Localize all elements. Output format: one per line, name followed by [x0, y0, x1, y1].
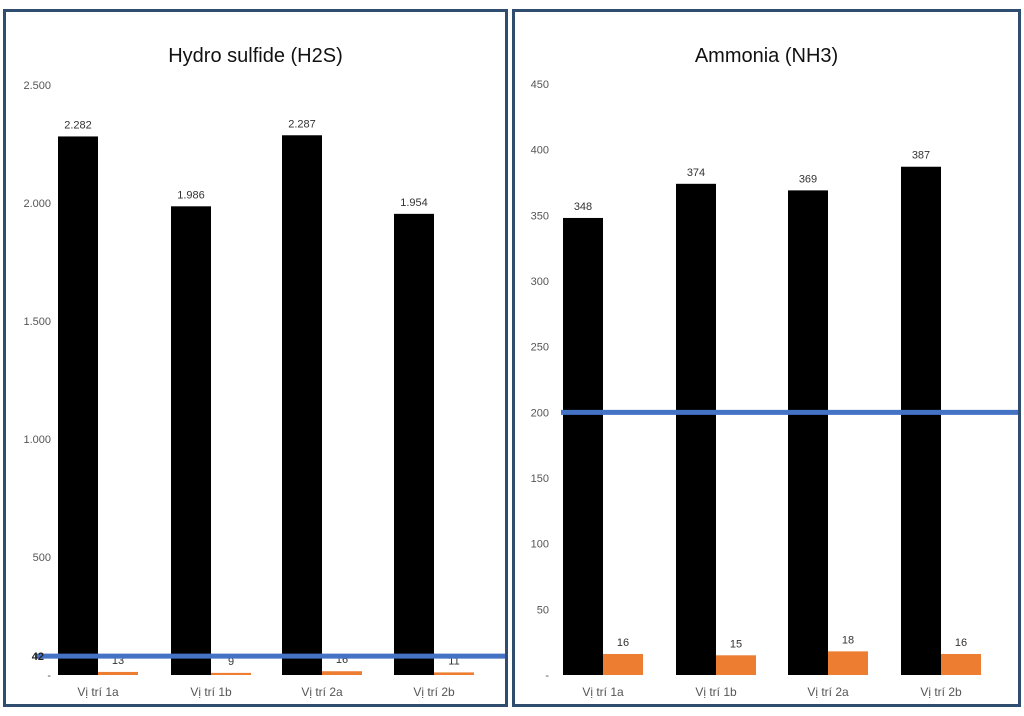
nh3-category-label: Vị trí 1a	[582, 685, 624, 699]
h2s-data-label: 2.287	[288, 118, 316, 130]
nh3-bar-series1	[788, 190, 828, 675]
h2s-bar-series2	[322, 671, 362, 675]
h2s-bar-series2	[98, 671, 138, 675]
h2s-category-label: Vị trí 1b	[190, 685, 232, 699]
h2s-y-tick-label: 500	[33, 552, 51, 564]
h2s-data-label: 9	[228, 656, 234, 668]
h2s-bar-series1	[282, 135, 322, 675]
nh3-data-label: 15	[730, 638, 742, 650]
nh3-y-tick-label: 300	[531, 276, 549, 288]
h2s-y-tick-label: 2.000	[23, 198, 51, 210]
h2s-category-label: Vị trí 2b	[413, 685, 455, 699]
h2s-data-label: 11	[448, 655, 459, 667]
h2s-data-label: 1.954	[400, 197, 428, 209]
nh3-bar-series1	[563, 217, 603, 675]
nh3-y-tick-label: -	[545, 670, 549, 682]
nh3-y-tick-label: 50	[537, 604, 549, 616]
h2s-category-label: Vị trí 1a	[77, 685, 119, 699]
nh3-bar-series2	[603, 653, 643, 675]
h2s-bar-series2	[434, 672, 474, 675]
h2s-bar-series1	[58, 136, 98, 675]
h2s-y-tick-label: 1.000	[23, 434, 51, 446]
nh3-data-label: 374	[687, 167, 705, 179]
nh3-y-tick-label: 250	[531, 342, 549, 354]
nh3-bar-series1	[901, 166, 941, 676]
nh3-y-tick-label: 450	[531, 79, 549, 91]
nh3-category-label: Vị trí 2b	[920, 685, 962, 699]
nh3-bar-series2	[941, 653, 981, 675]
nh3-y-tick-label: 150	[531, 473, 549, 485]
h2s-y-tick-label: 2.500	[23, 80, 51, 92]
nh3-y-tick-label: 400	[531, 145, 549, 157]
h2s-bar-series2	[211, 672, 251, 675]
h2s-y-tick-label: -	[47, 670, 51, 682]
nh3-data-label: 348	[574, 201, 592, 213]
h2s-y-tick-label: 1.500	[23, 316, 51, 328]
h2s-chart-panel: Hydro sulfide (H2S) - 500 1.000 1.500 2.000 2.…	[3, 9, 508, 707]
nh3-bar-series1	[676, 183, 716, 675]
nh3-bar-series2	[828, 651, 868, 675]
nh3-data-label: 387	[912, 150, 930, 162]
nh3-data-label: 16	[955, 637, 967, 649]
h2s-bar-series1	[171, 206, 211, 675]
nh3-y-tick-label: 200	[531, 407, 549, 419]
nh3-category-label: Vị trí 2a	[807, 685, 849, 699]
nh3-data-label: 16	[617, 637, 629, 649]
h2s-bar-series1	[394, 213, 434, 675]
h2s-data-label: 1.986	[177, 189, 205, 201]
nh3-chart-panel: Ammonia (NH3) - 50 100 150 200 250 300 350 400 450…	[512, 9, 1021, 707]
h2s-category-label: Vị trí 2a	[301, 685, 343, 699]
h2s-reference-line-label: 42	[32, 651, 44, 663]
nh3-category-label: Vị trí 1b	[695, 685, 737, 699]
nh3-y-tick-label: 100	[531, 539, 549, 551]
h2s-chart-title: Hydro sulfide (H2S)	[168, 45, 343, 67]
nh3-data-label: 369	[799, 173, 817, 185]
h2s-data-label: 2.282	[64, 119, 92, 131]
nh3-chart: Ammonia (NH3) - 50 100 150 200 250 300 350 400 450…	[531, 45, 1018, 699]
nh3-chart-title: Ammonia (NH3)	[695, 45, 838, 67]
nh3-bar-series2	[716, 655, 756, 675]
nh3-y-tick-label: 350	[531, 210, 549, 222]
nh3-data-label: 18	[842, 634, 854, 646]
h2s-chart: Hydro sulfide (H2S) - 500 1.000 1.500 2.000 2.…	[23, 45, 505, 699]
